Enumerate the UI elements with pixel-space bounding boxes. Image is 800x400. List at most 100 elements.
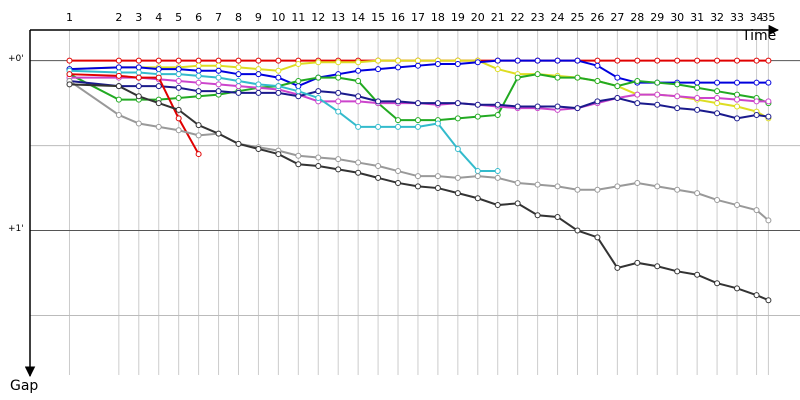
point — [355, 93, 362, 100]
point — [634, 77, 641, 84]
point — [714, 57, 721, 64]
point — [255, 66, 262, 73]
point — [315, 59, 322, 66]
point — [375, 98, 382, 105]
point — [255, 145, 262, 152]
point — [674, 57, 681, 64]
point — [674, 81, 681, 88]
lap-label: 31 — [690, 11, 704, 24]
point — [175, 71, 182, 78]
point — [355, 159, 362, 166]
point — [765, 98, 772, 105]
lap-label: 9 — [255, 11, 262, 24]
point — [175, 106, 182, 113]
point — [195, 122, 202, 129]
point — [454, 60, 461, 67]
point — [654, 91, 661, 98]
point — [66, 81, 73, 88]
point — [654, 79, 661, 86]
point — [414, 123, 421, 130]
lap-label: 12 — [311, 11, 325, 24]
lap-label: 27 — [610, 11, 624, 24]
point — [215, 74, 222, 81]
point — [155, 66, 162, 73]
point — [255, 81, 262, 88]
point — [494, 111, 501, 118]
lap-label: 2 — [115, 11, 122, 24]
point — [335, 98, 342, 105]
point — [235, 140, 242, 147]
lap-label: 4 — [155, 11, 162, 24]
point — [574, 74, 581, 81]
point — [315, 154, 322, 161]
point — [215, 130, 222, 137]
point — [614, 57, 621, 64]
point — [195, 88, 202, 95]
point — [494, 168, 501, 175]
point — [275, 151, 282, 158]
point — [574, 227, 581, 234]
lap-label: 24 — [551, 11, 565, 24]
point — [335, 59, 342, 66]
point — [215, 62, 222, 69]
point — [514, 57, 521, 64]
point — [694, 57, 701, 64]
lap-label: 13 — [331, 11, 345, 24]
point — [375, 123, 382, 130]
point — [594, 77, 601, 84]
point — [765, 79, 772, 86]
point — [414, 117, 421, 124]
point — [765, 297, 772, 304]
point — [594, 98, 601, 105]
lap-label: 18 — [431, 11, 445, 24]
point — [474, 101, 481, 108]
point — [614, 83, 621, 90]
point — [315, 74, 322, 81]
point — [654, 101, 661, 108]
point — [414, 173, 421, 180]
point — [454, 174, 461, 181]
lap-label: 35 — [761, 11, 775, 24]
point — [155, 57, 162, 64]
point — [734, 91, 741, 98]
point — [454, 100, 461, 107]
point — [195, 72, 202, 79]
point — [714, 79, 721, 86]
point — [614, 264, 621, 271]
point — [155, 123, 162, 130]
point — [315, 162, 322, 169]
point — [554, 103, 561, 110]
point — [674, 186, 681, 193]
point — [215, 67, 222, 74]
point — [66, 71, 73, 78]
lap-label: 29 — [650, 11, 664, 24]
point — [434, 173, 441, 180]
lap-label: 10 — [271, 11, 285, 24]
point — [514, 200, 521, 207]
point — [414, 100, 421, 107]
point — [414, 57, 421, 64]
point — [734, 202, 741, 209]
point — [275, 57, 282, 64]
point — [554, 213, 561, 220]
y-tick-label: +1' — [8, 224, 24, 234]
point — [295, 60, 302, 67]
point — [414, 183, 421, 190]
point — [654, 263, 661, 270]
point — [355, 98, 362, 105]
point — [275, 67, 282, 74]
point — [395, 98, 402, 105]
point — [674, 268, 681, 275]
point — [195, 79, 202, 86]
point — [574, 105, 581, 112]
point — [454, 145, 461, 152]
point — [454, 190, 461, 197]
point — [634, 179, 641, 186]
point — [375, 57, 382, 64]
point — [175, 66, 182, 73]
point — [494, 66, 501, 73]
point — [395, 117, 402, 124]
point — [634, 259, 641, 266]
series-line — [69, 83, 769, 302]
point — [734, 57, 741, 64]
